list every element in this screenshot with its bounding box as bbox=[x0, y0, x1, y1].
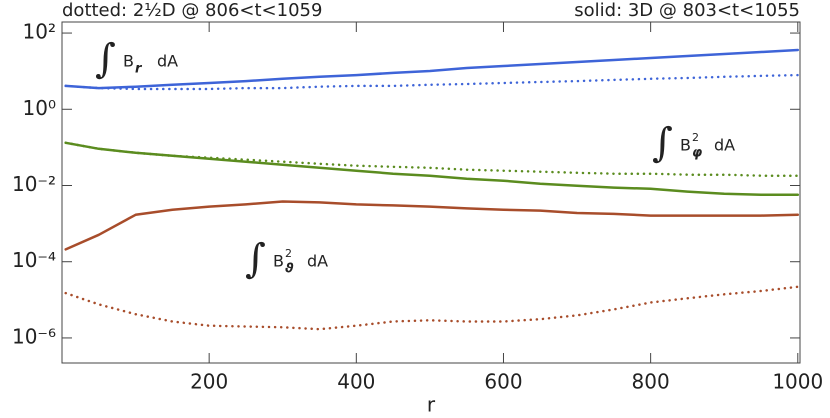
superscript: 2 bbox=[285, 247, 292, 260]
chart-title-right: solid: 3D @ 803<t<1055 bbox=[574, 0, 800, 21]
y-tick-label: 10⁻⁶ bbox=[12, 324, 56, 348]
dotted-line bbox=[64, 285, 800, 331]
symbol: B bbox=[123, 52, 134, 71]
subscript: r bbox=[135, 62, 143, 77]
plot-frame bbox=[61, 21, 801, 364]
x-axis-label: r bbox=[427, 393, 436, 417]
y-tick-label: 10⁻⁴ bbox=[12, 248, 56, 272]
dotted-line bbox=[64, 73, 800, 91]
superscript: 2 bbox=[692, 131, 699, 144]
x-tick-label: 1000 bbox=[772, 370, 823, 394]
subscript: ϑ bbox=[285, 262, 294, 277]
x-tick-label: 600 bbox=[484, 370, 522, 394]
symbol: B bbox=[680, 136, 691, 155]
suffix: dA bbox=[157, 52, 178, 71]
y-tick-label: 10⁰ bbox=[23, 96, 56, 120]
solid-line bbox=[64, 200, 800, 251]
y-tick-label: 10⁻² bbox=[12, 172, 56, 196]
integral-sign: ∫ bbox=[652, 120, 673, 166]
solid-line bbox=[64, 141, 800, 197]
subscript: φ bbox=[692, 146, 702, 161]
x-tick-label: 400 bbox=[337, 370, 375, 394]
chart-title-left: dotted: 2½D @ 806<t<1059 bbox=[62, 0, 322, 21]
suffix: dA bbox=[714, 136, 735, 155]
x-tick-label: 200 bbox=[190, 370, 228, 394]
y-tick-label: 10² bbox=[23, 20, 56, 44]
integral-sign: ∫ bbox=[245, 236, 266, 282]
dotted-line bbox=[64, 141, 800, 177]
suffix: dA bbox=[307, 252, 328, 271]
integral-sign: ∫ bbox=[95, 36, 116, 82]
x-tick-label: 800 bbox=[632, 370, 670, 394]
symbol: B bbox=[273, 252, 284, 271]
solid-line bbox=[64, 48, 800, 90]
